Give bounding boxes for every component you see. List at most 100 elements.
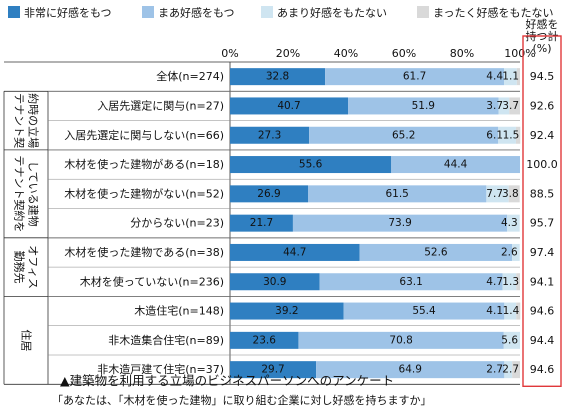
bar-segment	[515, 126, 521, 144]
caption: ▲建築物を利用する立場のビジネスパーソンへのアンケート 「あなたは、「木材を使っ…	[52, 373, 432, 407]
bar-row: 入居先選定に関与しない(n=66) 27.3 65.2 6.1 1.5	[48, 120, 521, 144]
bar-segment	[498, 126, 516, 144]
bar-value-label: 23.6	[253, 334, 277, 346]
group-label-line: 勤務先	[13, 251, 27, 284]
row-label: 全体(n=274)	[156, 69, 224, 83]
bar-row: 木材を使った建物がない(n=52) 26.9 61.5 7.7 3.8	[48, 178, 520, 203]
group-label-line: している建物	[27, 161, 41, 227]
bar-value-label: 64.9	[399, 364, 422, 376]
caption-question: 「あなたは、「木材を使った建物」に取り組む企業に対し好感を持ちますか」	[52, 393, 432, 407]
bar-value-label: 3.8	[502, 188, 519, 200]
bar-segment	[319, 273, 503, 291]
x-tick-label: 0%	[221, 47, 238, 60]
x-tick-label: 100%	[504, 47, 535, 60]
bar-segment	[230, 97, 349, 115]
bar-value-label: 40.7	[277, 100, 300, 112]
bar-segment	[230, 302, 344, 320]
bar-value-label: 30.9	[263, 276, 286, 288]
bar-value-label: 55.4	[412, 305, 436, 317]
bar-value-label: 21.7	[250, 217, 273, 229]
bar-segment	[348, 97, 499, 115]
bar-segment	[516, 302, 521, 320]
bar-rows: 全体(n=274) 32.8 61.7 4.4 1.1 入居先選定に関与(n=27) 40.…	[48, 68, 521, 379]
group-label-line: オフィス	[27, 245, 40, 289]
bar-row: 木材を使っていない(n=236) 30.9 63.1 4.7 1.3	[48, 266, 520, 291]
bar-segment	[230, 126, 310, 144]
row-label: 非木造戸建て住宅(n=37)	[97, 362, 224, 376]
bar-segment	[292, 214, 508, 232]
group-label-line: 約時の立場	[27, 93, 41, 148]
group-label-line: テナント契	[13, 93, 27, 148]
legend-label: あまり好感をもたない	[277, 6, 387, 20]
sum-value: 100.0	[526, 158, 558, 171]
row-label: 分からない(n=23)	[130, 217, 224, 230]
bar-segment	[502, 273, 517, 291]
row-label: 木材を使った建物がある(n=18)	[64, 157, 224, 171]
sum-header-line: (%)	[532, 42, 551, 55]
legend-swatch	[8, 6, 20, 18]
bar-row: 木材を使った建物である(n=38) 44.7 52.6 2.6	[48, 237, 520, 261]
bar-segment	[516, 273, 520, 291]
bar-segment	[486, 185, 509, 203]
bar-segment	[508, 185, 520, 203]
bar-value-label: 27.3	[258, 129, 281, 141]
bar-segment	[512, 243, 520, 261]
bar-value-label: 65.2	[392, 129, 415, 141]
bar-segment	[308, 185, 487, 203]
bar-segment	[359, 243, 513, 261]
legend-label: 非常に好感をもつ	[24, 6, 112, 20]
bar-row: 木材を使った建物がある(n=18) 55.6 44.4	[48, 149, 520, 174]
bar-row: 入居先選定に関与(n=27) 40.7 51.9 3.7 3.7	[48, 91, 520, 115]
bar-segment	[503, 331, 520, 349]
sum-value: 94.6	[530, 363, 555, 376]
bar-segment	[504, 302, 517, 320]
bar-value-label: 2.7	[486, 364, 503, 376]
bar-value-label: 7.7	[486, 188, 503, 200]
bar-segment	[230, 214, 293, 232]
bar-row: 木造住宅(n=148) 39.2 55.4 4.1 1.4	[48, 296, 521, 320]
sum-value: 95.7	[530, 217, 555, 230]
bar-value-label: 4.7	[486, 276, 503, 288]
row-label: 非木造集合住宅(n=89)	[108, 333, 224, 347]
sum-header-line: 好感を	[526, 17, 559, 31]
bar-row: 分からない(n=23) 21.7 73.9 4.3	[48, 208, 520, 232]
bar-segment	[498, 97, 510, 115]
bar-value-label: 55.6	[299, 159, 323, 171]
sum-value: 88.5	[530, 187, 555, 200]
bar-value-label: 70.8	[389, 334, 412, 346]
bar-segment	[230, 331, 299, 349]
bar-value-label: 3.7	[486, 100, 503, 112]
bar-segment	[316, 361, 505, 379]
bar-segment	[298, 331, 504, 349]
sum-column: 94.5 92.6 92.4 100.0 88.5 95.7 97.4 94.1 94.6 94.…	[522, 35, 562, 387]
row-label: 木材を使った建物である(n=38)	[64, 245, 224, 259]
caption-title: ▲建築物を利用する立場のビジネスパーソンへのアンケート	[60, 373, 394, 388]
bar-segment	[509, 97, 520, 115]
row-label: 入居先選定に関与(n=27)	[97, 98, 224, 112]
bar-value-label: 32.8	[266, 71, 289, 83]
bar-value-label: 61.7	[403, 71, 426, 83]
row-label: 木材を使った建物がない(n=52)	[64, 186, 224, 200]
group-label-line: 住居	[20, 329, 34, 351]
x-axis-ticks: 0% 20% 40% 60% 80% 100%	[221, 47, 535, 60]
legend-label: まあ好感をもつ	[158, 6, 235, 20]
sum-value: 94.5	[530, 70, 555, 83]
bar-value-label: 4.1	[486, 305, 503, 317]
bar-segment	[230, 185, 309, 203]
bar-segment	[512, 361, 520, 379]
bar-value-label: 61.5	[385, 188, 408, 200]
x-tick-label: 80%	[450, 47, 474, 60]
x-tick-label: 20%	[276, 47, 300, 60]
bar-value-label: 44.4	[444, 159, 468, 171]
bar-segment	[230, 68, 326, 86]
bar-value-label: 39.2	[275, 305, 298, 317]
bar-segment	[504, 68, 517, 86]
bar-segment	[507, 214, 520, 232]
bar-value-label: 1.5	[503, 129, 520, 141]
bar-segment	[230, 243, 360, 261]
bar-value-label: 4.4	[486, 71, 503, 83]
row-label: 木造住宅(n=148)	[134, 304, 224, 318]
bar-value-label: 26.9	[257, 188, 280, 200]
group-label-line: テナント契約を	[13, 155, 27, 232]
